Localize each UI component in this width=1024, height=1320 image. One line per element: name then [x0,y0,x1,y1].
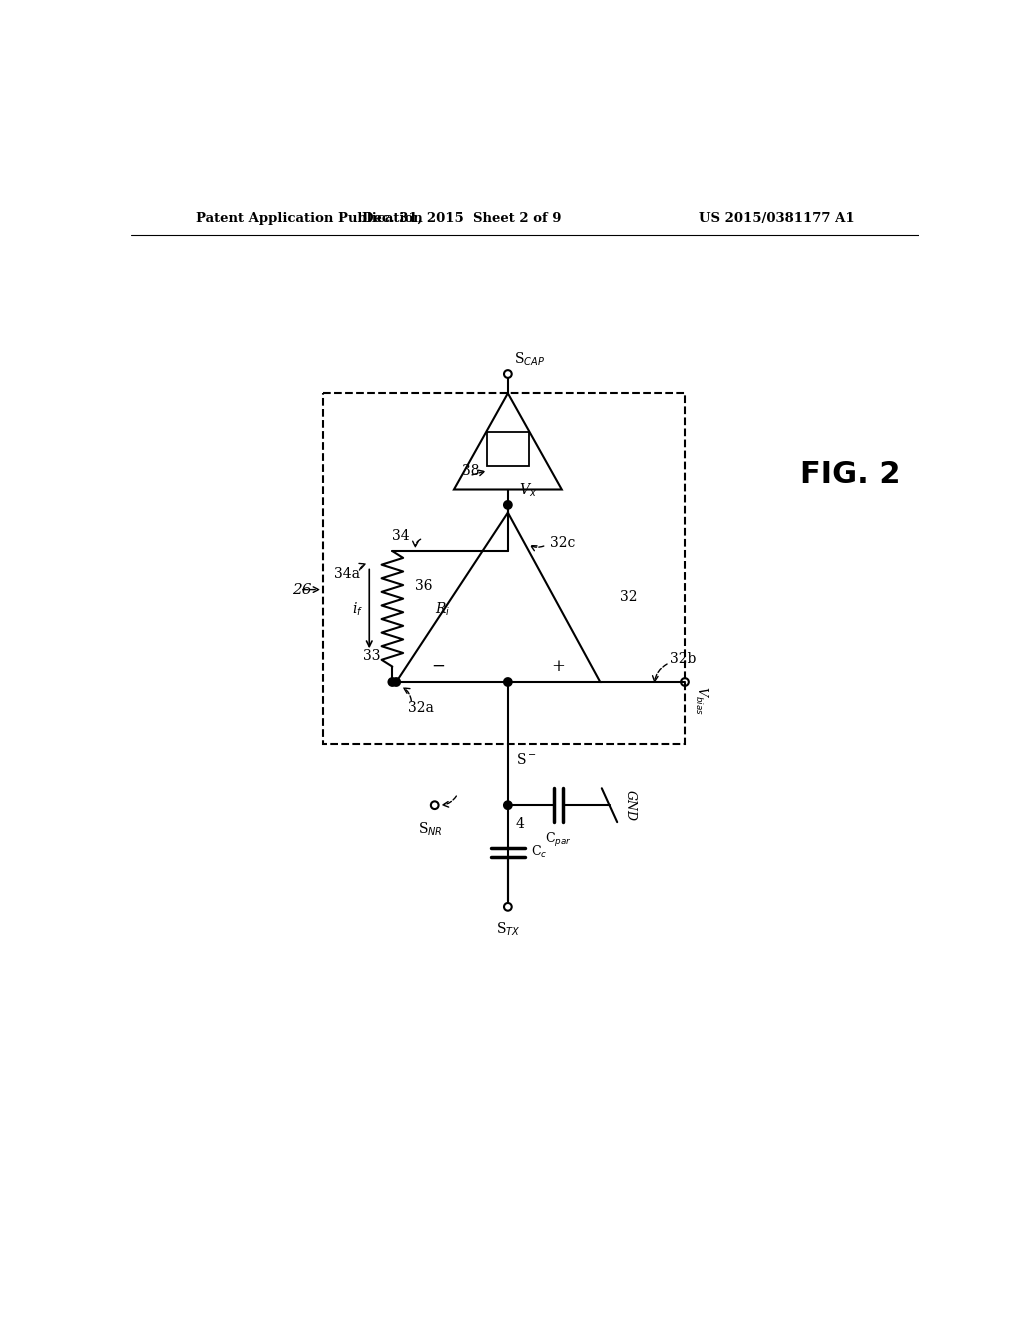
Text: C$_{par}$: C$_{par}$ [546,832,572,849]
Text: 34: 34 [392,529,410,543]
Text: 4: 4 [515,817,524,832]
Text: S$_{NR}$: S$_{NR}$ [419,821,443,838]
Text: 34a: 34a [334,568,360,581]
Text: US 2015/0381177 A1: US 2015/0381177 A1 [698,213,854,224]
Text: FIG. 2: FIG. 2 [801,459,901,488]
Text: R$_i$: R$_i$ [435,601,451,618]
Text: V$_x$: V$_x$ [519,482,538,499]
Text: S$^-$: S$^-$ [515,751,537,767]
FancyBboxPatch shape [486,432,529,466]
Text: 33: 33 [364,648,381,663]
Circle shape [504,502,512,508]
Text: GND: GND [624,789,636,821]
Circle shape [388,678,396,686]
Circle shape [392,678,400,686]
Text: 26: 26 [292,582,311,597]
Text: +: + [551,659,565,675]
Text: C$_c$: C$_c$ [531,843,548,861]
Circle shape [504,678,512,686]
Text: Patent Application Publication: Patent Application Publication [196,213,423,224]
Text: 36: 36 [416,578,433,593]
Text: 32c: 32c [550,536,575,550]
Text: 32: 32 [620,590,637,605]
Text: V$_{bias}$: V$_{bias}$ [692,686,709,714]
Text: −: − [432,659,445,675]
Text: Dec. 31, 2015  Sheet 2 of 9: Dec. 31, 2015 Sheet 2 of 9 [361,213,561,224]
Text: 38: 38 [462,463,479,478]
Text: 32b: 32b [670,652,696,665]
Text: i$_f$: i$_f$ [352,601,364,618]
Circle shape [504,801,512,809]
Text: S$_{TX}$: S$_{TX}$ [496,921,520,939]
Text: 32a: 32a [408,701,433,715]
Text: S$_{CAP}$: S$_{CAP}$ [514,350,545,368]
